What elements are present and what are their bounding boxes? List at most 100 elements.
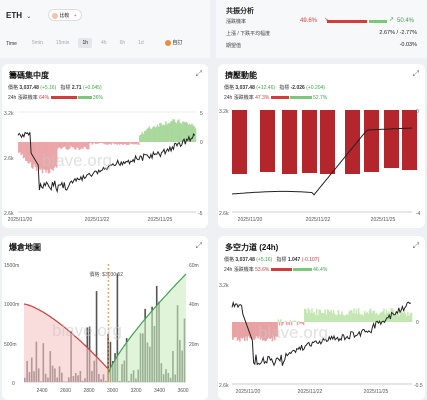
y-right-tick: 0 [416, 320, 419, 326]
hist-bar [33, 142, 35, 165]
hist-bar [46, 142, 48, 171]
hist-bar [137, 142, 140, 145]
longshort-chart: blave.org 3.2k 2.6k 0 -0.5 2025/11/20 2025/11/… [219, 283, 423, 395]
hist-bar [300, 322, 302, 323]
hist-bar [160, 123, 162, 142]
hist-bar [296, 322, 299, 326]
hist-bar [83, 142, 85, 148]
watermark: blave.org [52, 321, 122, 340]
hist-bar [319, 309, 322, 322]
hist-bar [293, 320, 295, 322]
momentum-bar [384, 110, 399, 168]
hist-bar [133, 142, 135, 145]
hist-bar [382, 311, 384, 322]
time-option-6h[interactable]: 6h [119, 40, 126, 46]
watermark: blave.org [42, 151, 112, 170]
hist-bar [190, 125, 192, 142]
hist-bar [156, 124, 159, 142]
hist-bar [42, 142, 45, 170]
price-line [231, 300, 411, 367]
hist-bar [350, 310, 353, 322]
chevron-down-icon: ⌄ [26, 14, 32, 20]
clock-icon [165, 39, 171, 46]
hist-bar [398, 315, 401, 322]
hist-bar [254, 322, 257, 339]
expand-icon[interactable]: ⤢ [195, 69, 202, 78]
momentum-chart: 3.2k 2.6k 0 -4 2025/11/20 2025/11/22 2025/11/2… [219, 109, 421, 223]
hist-bar [288, 322, 290, 326]
hist-bar [298, 320, 300, 322]
hist-bar [159, 122, 161, 142]
hist-bar [407, 311, 409, 322]
expand-icon[interactable]: ⤢ [412, 241, 419, 250]
plus-icon: + [73, 13, 77, 19]
hist-bar [39, 142, 41, 171]
price-line [17, 131, 196, 194]
hist-bar [400, 309, 402, 322]
hist-bar [40, 142, 43, 169]
hist-bar [73, 142, 76, 149]
hist-bar [341, 311, 343, 322]
hist-bar [88, 142, 90, 150]
hist-bar [123, 142, 126, 144]
chip-stats: 價格 3,037.48 (+5.16) 指標 2.71 (+0.045) [8, 85, 102, 91]
hist-bar [45, 142, 47, 173]
hist-bar [147, 127, 149, 142]
hist-bar [336, 314, 338, 322]
time-option-4h[interactable]: 4h [101, 40, 107, 46]
liquidation-bar [95, 291, 98, 382]
hist-bar [340, 314, 342, 322]
compare-button[interactable]: 比較 + [48, 9, 82, 21]
hist-bar [158, 126, 160, 142]
hist-bar [294, 320, 296, 322]
hist-bar [181, 121, 184, 142]
hist-bar [329, 311, 331, 322]
hist-bar [352, 312, 354, 322]
hist-bar [169, 121, 172, 142]
y-tick: 2.6k [4, 156, 14, 162]
hist-bar [396, 314, 398, 322]
hist-bar [347, 315, 349, 322]
time-option-15min[interactable]: 15min [55, 40, 70, 46]
y-tick: 3.2k [219, 109, 229, 115]
hist-bar [78, 142, 81, 150]
x-tick: 2600 [60, 388, 71, 394]
hist-bar [343, 315, 346, 322]
time-option-5min[interactable]: 5min [32, 40, 43, 46]
x-tick: 3000 [107, 388, 118, 394]
hist-bar [372, 311, 374, 322]
hist-bar [187, 124, 190, 142]
chip-concentration-panel: 籌碼集中度 ⤢ 價格 3,037.48 (+5.16) 指標 2.71 (+0.… [2, 64, 208, 228]
x-tick: 2025/11/20 [238, 217, 263, 223]
hist-bar [125, 142, 128, 145]
y-right-tick: 0 [200, 140, 203, 146]
prob-up-value: 50.4% [397, 18, 415, 24]
hist-bar [401, 311, 403, 322]
symbol-select[interactable]: ETH ⌄ [6, 11, 31, 20]
custom-time-button[interactable]: 自訂 [165, 39, 182, 46]
hist-bar [117, 142, 120, 144]
hist-bar [281, 322, 283, 326]
y-right-tick: 40m [189, 302, 199, 308]
time-option-1d[interactable]: 1d [138, 40, 144, 46]
chip-chart: blave.org 3.2k 2.6k 2.6k 5 0 -5 2025/11/20 2025/… [4, 111, 203, 223]
hist-bar [322, 312, 324, 322]
hist-bar [110, 142, 113, 145]
x-tick: 2025/11/25 [364, 389, 389, 395]
hist-bar [63, 142, 65, 147]
expand-icon[interactable]: ⤢ [195, 241, 202, 250]
hist-bar [22, 142, 25, 159]
hist-bar [61, 142, 64, 148]
hist-bar [90, 142, 92, 144]
hist-bar [51, 142, 53, 170]
time-option-1h[interactable]: 1h [78, 38, 93, 48]
hist-bar [277, 319, 280, 322]
hist-bar [264, 322, 266, 342]
hist-bar [116, 142, 118, 145]
hist-bar [326, 309, 329, 322]
hist-bar [270, 322, 272, 339]
hist-bar [314, 315, 317, 322]
expand-icon[interactable]: ⤢ [412, 69, 419, 78]
avg-range-label: 上漲 / 下跌平均幅度 [226, 31, 271, 37]
hist-bar [112, 142, 115, 144]
